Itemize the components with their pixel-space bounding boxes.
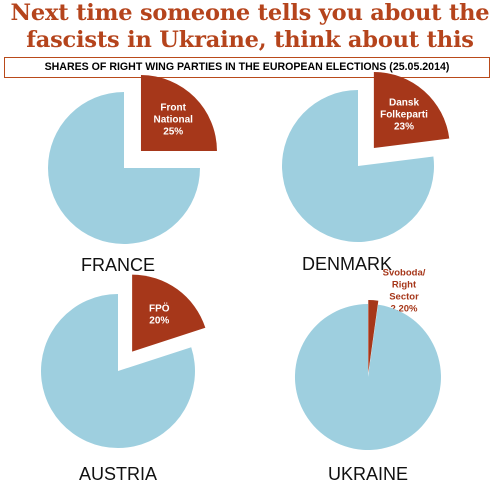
pie-slice-rest [281,90,434,243]
pie-title: FRANCE [81,255,155,275]
slice-label-line: Sector [389,292,419,303]
subtitle: SHARES OF RIGHT WING PARTIES IN THE EURO… [4,57,490,78]
pie-title: DENMARK [302,254,392,274]
pie-title: AUSTRIA [79,464,157,484]
slice-label-line: National [153,114,193,125]
slice-label-line: Dansk [389,97,419,108]
pie-slice-highlight [368,300,379,374]
slice-label-line: Svoboda/ [383,268,426,279]
slice-label-line: Right [392,280,417,291]
pie-slice-rest [40,294,195,448]
slice-label-line: 25% [163,126,183,137]
slice-label-line: 2,20% [391,304,418,315]
headline-line-2: fascists in Ukraine, think about this [26,27,474,53]
slice-label-line: 20% [149,316,169,327]
pie-slice-highlight [140,75,217,152]
pie-slice-highlight [373,72,450,148]
slice-label-line: Front [160,102,186,113]
headline-line-1: Next time someone tells you about the [10,0,490,26]
slice-label-line: 23% [394,121,414,132]
pie-slice-rest [294,303,441,450]
pie-slice-highlight [132,274,206,352]
slice-label-line: Folkeparti [380,109,428,120]
headline: Next time someone tells you about the fa… [0,0,500,54]
slice-label-line: FPÖ [149,302,170,315]
pie-title: UKRAINE [328,464,408,484]
pie-slice-rest [48,92,200,244]
